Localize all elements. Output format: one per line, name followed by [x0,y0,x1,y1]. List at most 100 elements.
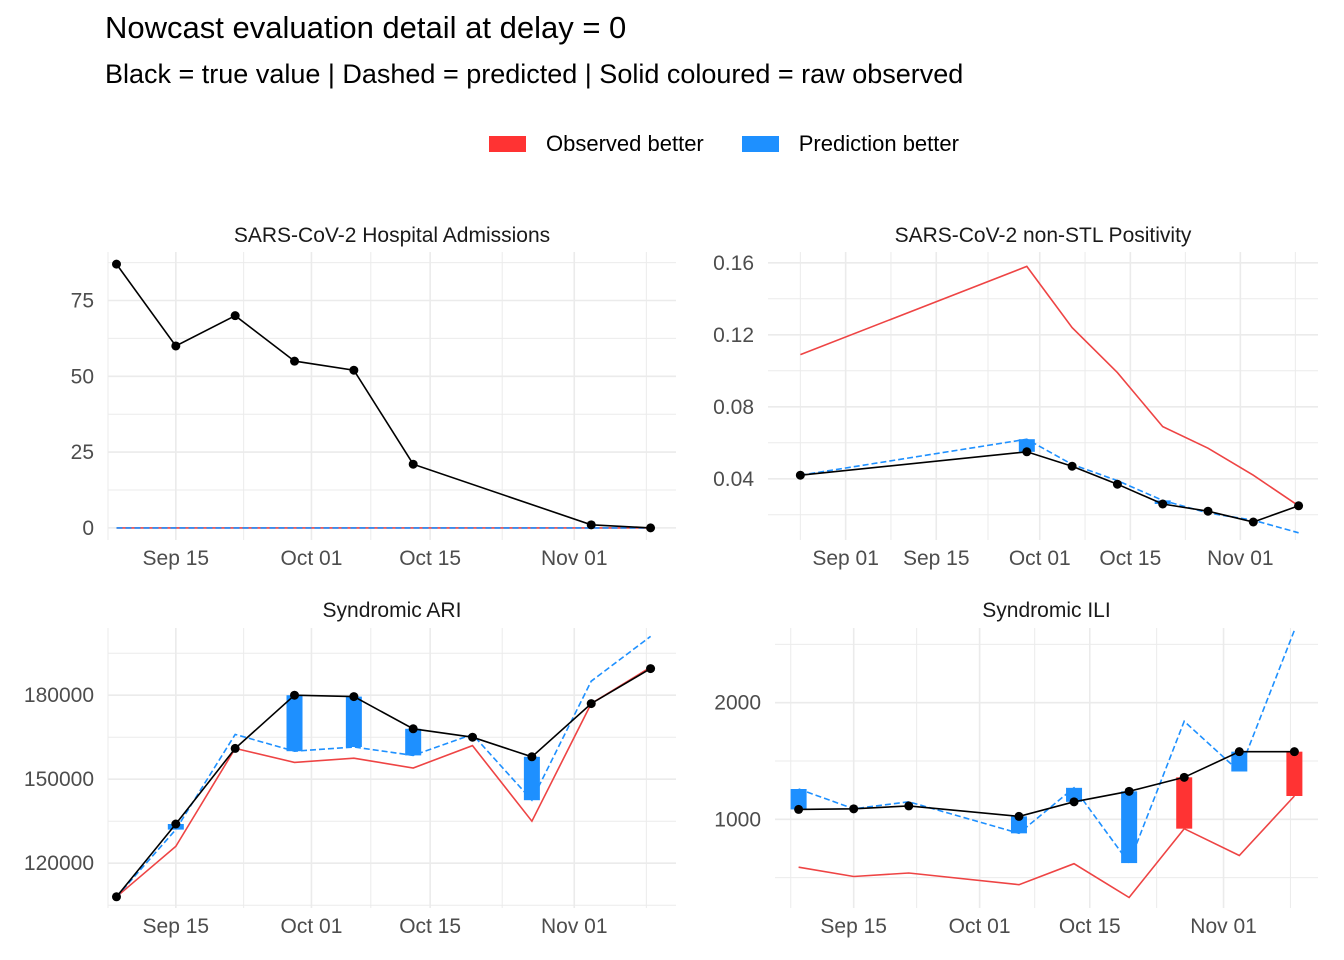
y-tick-label: 0 [82,517,94,540]
true-value-point [1067,461,1077,471]
true-value-point [408,724,418,734]
x-tick-label: Oct 01 [281,915,343,938]
true-value-point [1179,772,1189,782]
true-value-point [795,470,805,480]
y-tick-label: 150000 [24,768,94,791]
true-value-point [1014,811,1024,821]
x-tick-label: Oct 15 [399,915,461,938]
true-value-point [1112,479,1122,489]
legend-item-prediction-better: Prediction better [741,131,959,157]
true-value-point [1124,786,1134,796]
true-value-point [349,365,359,375]
x-tick-label: Sep 15 [820,915,887,938]
true-value-point [1289,747,1299,757]
true-value-point [290,690,300,700]
true-value-point [586,520,596,530]
panel-0: SARS-CoV-2 Hospital Admissions 0 25 50 75 Sep… [71,224,676,570]
true-value-point [349,692,359,702]
y-tick-label: 25 [71,441,94,464]
x-tick-label: Oct 15 [1099,547,1161,570]
prediction-better-bar [790,789,807,810]
true-value-point [1234,747,1244,757]
true-value-point [230,743,240,753]
panel-title: Syndromic ILI [982,599,1110,622]
true-value-point [408,459,418,469]
x-tick-label: Oct 01 [281,547,343,570]
chart-title: Nowcast evaluation detail at delay = 0 [105,10,627,45]
true-value-point [1069,797,1079,807]
observed-line [800,265,1300,507]
panel-1: SARS-CoV-2 non-STL Positivity 0.04 0.08 0.1… [713,224,1318,570]
y-tick-label: 2000 [714,692,761,715]
true-value-line [115,263,651,529]
true-value-point [586,699,596,709]
prediction-better-bar [1121,791,1138,864]
true-value-point [468,732,478,742]
prediction-better-bar [405,728,422,756]
y-tick-label: 180000 [24,684,94,707]
panel-3: Syndromic ILI 1000 2000 Sep 15 Oct 01 Oct 15 N… [714,599,1318,938]
true-value-point [111,892,121,902]
x-tick-label: Sep 15 [143,547,210,570]
prediction-better-bar [1231,751,1248,772]
true-value-line [800,450,1299,523]
legend-key-prediction-better [741,136,779,152]
x-tick-label: Sep 15 [143,915,210,938]
x-tick-label: Oct 01 [1009,547,1071,570]
observed-line [798,795,1295,899]
x-tick-label: Nov 01 [1190,915,1257,938]
legend-label-prediction-better: Prediction better [798,131,959,156]
true-value-point [230,311,240,321]
x-tick-label: Oct 15 [399,547,461,570]
true-value-point [171,341,181,351]
panel-2: Syndromic ARI 120000 150000 180000 Sep 15 Oct… [24,599,676,938]
prediction-better-bar [345,696,362,747]
true-value-point [527,752,537,762]
y-tick-label: 120000 [24,852,94,875]
true-value-point [171,819,181,829]
true-value-point [1203,506,1213,516]
predicted-line [800,438,1299,534]
true-value-point [111,259,121,269]
true-value-point [646,664,656,674]
legend-key-observed-better [489,136,526,152]
true-value-point [794,804,804,814]
panel-title: SARS-CoV-2 Hospital Admissions [234,224,550,247]
y-tick-label: 0.12 [713,324,754,347]
true-value-point [849,804,859,814]
true-value-point [646,523,656,533]
predicted-line [798,630,1296,865]
true-value-point [290,356,300,366]
observed-better-bar [1286,751,1303,796]
x-tick-label: Sep 01 [812,547,879,570]
x-tick-label: Nov 01 [541,915,608,938]
x-tick-label: Nov 01 [1207,547,1274,570]
y-tick-label: 0.08 [713,396,754,419]
predicted-line [115,635,652,898]
y-tick-label: 0.16 [713,252,754,275]
true-value-point [1022,447,1032,457]
y-tick-label: 75 [71,290,94,313]
panel-title: Syndromic ARI [323,599,462,622]
legend-item-observed-better: Observed better [489,131,704,157]
observed-line [115,666,652,898]
observed-better-bar [1176,777,1193,829]
y-tick-label: 0.04 [713,468,754,491]
y-tick-label: 50 [71,365,94,388]
prediction-better-bar [523,756,540,801]
x-tick-label: Nov 01 [541,547,608,570]
true-value-point [1158,499,1168,509]
legend: Observed better Prediction better [489,130,997,158]
chart-subtitle: Black = true value | Dashed = predicted … [105,59,964,89]
true-value-point [1294,501,1304,511]
legend-label-observed-better: Observed better [546,131,704,156]
true-value-line [115,667,652,898]
x-tick-label: Sep 15 [903,547,970,570]
prediction-better-bar [286,695,303,752]
y-tick-label: 1000 [714,808,761,831]
panel-title: SARS-CoV-2 non-STL Positivity [895,224,1192,247]
x-tick-label: Oct 15 [1059,915,1121,938]
prediction-better-bar [1066,787,1083,802]
true-value-point [1248,517,1258,527]
